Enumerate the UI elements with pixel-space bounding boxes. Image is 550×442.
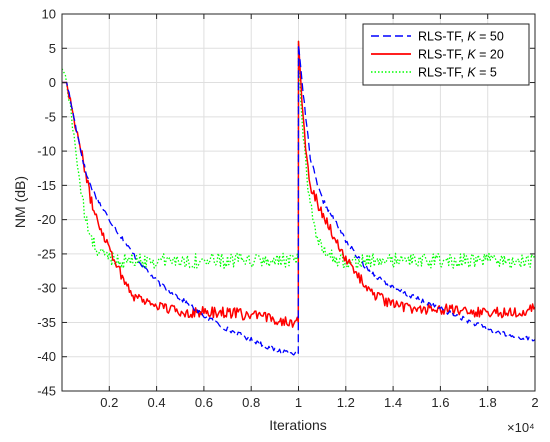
x-axis-title: Iterations bbox=[269, 417, 327, 433]
y-tick-label: 0 bbox=[49, 75, 56, 90]
axis-ticks bbox=[62, 13, 536, 392]
y-tick-label: -40 bbox=[37, 349, 56, 364]
legend: RLS-TF, K = 50 RLS-TF, K = 20 RLS-TF, K = … bbox=[362, 23, 530, 86]
y-tick-label: -10 bbox=[37, 144, 56, 159]
y-tick-label: -45 bbox=[37, 384, 56, 399]
y-tick-label: -15 bbox=[37, 178, 56, 193]
x-tick-label: 1.4 bbox=[384, 395, 402, 410]
y-tick-label: -30 bbox=[37, 281, 56, 296]
y-tick-label: -5 bbox=[44, 109, 56, 124]
x-tick-label: 1.8 bbox=[479, 395, 497, 410]
series-line-3 bbox=[61, 40, 536, 269]
x-tick-label: 1.2 bbox=[337, 395, 355, 410]
y-axis-title: NM (dB) bbox=[12, 176, 28, 228]
y-tick-label: -25 bbox=[37, 246, 56, 261]
y-tick-label: 10 bbox=[42, 7, 56, 22]
x-axis-exponent: ×10⁴ bbox=[507, 420, 535, 435]
x-tick-label: 0.2 bbox=[100, 395, 118, 410]
y-tick-label: -20 bbox=[37, 212, 56, 227]
x-tick-label: 1.6 bbox=[431, 395, 449, 410]
legend-label: RLS-TF, K = 5 bbox=[418, 66, 497, 80]
y-tick-label: -35 bbox=[37, 315, 56, 330]
x-tick-label: 1 bbox=[295, 395, 302, 410]
axis-tick-labels: 10 5 0 -5 -10 -15 -20 -25 -30 -35 -40 -45 0.2 0.4 0.6 0… bbox=[37, 7, 538, 411]
x-tick-label: 0.4 bbox=[148, 395, 166, 410]
x-tick-label: 0.8 bbox=[242, 395, 260, 410]
series-line-1 bbox=[62, 44, 536, 356]
plot-series bbox=[61, 40, 536, 356]
x-tick-label: 0.6 bbox=[195, 395, 213, 410]
x-tick-label: 2 bbox=[531, 395, 538, 410]
y-tick-label: 5 bbox=[49, 41, 56, 56]
legend-label: RLS-TF, K = 20 bbox=[418, 48, 504, 62]
legend-label: RLS-TF, K = 50 bbox=[418, 30, 504, 44]
